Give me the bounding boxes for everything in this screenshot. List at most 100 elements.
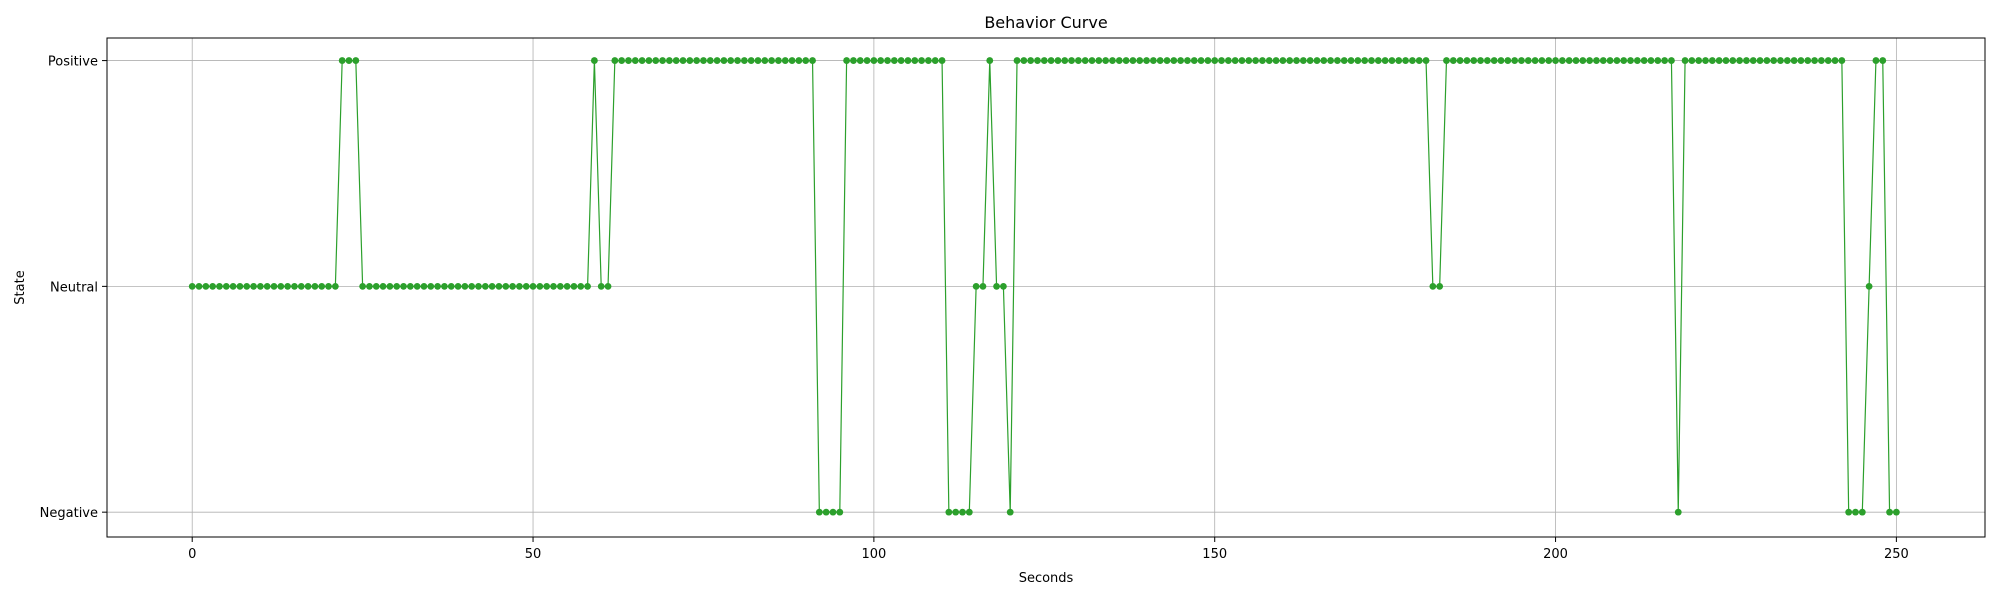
data-point xyxy=(672,57,680,64)
data-point xyxy=(461,282,469,290)
data-point xyxy=(720,57,728,64)
data-point xyxy=(338,57,346,64)
data-point xyxy=(1688,57,1696,64)
data-point xyxy=(1497,57,1505,64)
data-point xyxy=(1204,57,1212,64)
data-point xyxy=(638,57,646,64)
data-point xyxy=(884,57,891,64)
data-point xyxy=(1722,57,1730,64)
data-point xyxy=(1299,57,1307,64)
data-point xyxy=(331,282,339,290)
data-point xyxy=(713,57,721,64)
data-point xyxy=(250,282,257,290)
data-point xyxy=(931,57,939,64)
data-point xyxy=(1149,57,1157,64)
data-point xyxy=(938,57,946,64)
data-point xyxy=(1409,57,1416,64)
data-point xyxy=(870,57,878,64)
data-point xyxy=(495,282,503,290)
data-point xyxy=(291,282,298,290)
data-point xyxy=(1531,57,1539,64)
data-point xyxy=(993,282,1000,290)
data-point xyxy=(406,282,414,290)
data-point xyxy=(1558,57,1566,64)
data-point xyxy=(1040,57,1048,64)
data-point xyxy=(1668,57,1675,64)
data-point xyxy=(972,282,980,290)
data-point xyxy=(1852,508,1859,516)
data-point xyxy=(1456,57,1464,64)
data-point xyxy=(1661,57,1669,64)
data-point xyxy=(1627,57,1634,64)
data-point xyxy=(1538,57,1546,64)
x-axis-label: Seconds xyxy=(1019,571,1074,586)
data-point xyxy=(1197,57,1205,64)
data-point xyxy=(502,282,510,290)
data-point xyxy=(1818,57,1825,64)
data-point xyxy=(1858,508,1866,516)
data-point xyxy=(543,282,551,290)
chart-title: Behavior Curve xyxy=(984,13,1107,32)
data-point xyxy=(1599,57,1607,64)
data-point xyxy=(256,282,264,290)
data-point xyxy=(761,57,769,64)
data-point xyxy=(1027,57,1035,64)
data-point xyxy=(1388,57,1396,64)
data-point xyxy=(1211,57,1219,64)
data-point xyxy=(1545,57,1553,64)
data-point xyxy=(1115,57,1123,64)
data-point xyxy=(1327,57,1334,64)
x-tick-label: 50 xyxy=(525,547,542,562)
data-point xyxy=(236,282,244,290)
data-point xyxy=(1136,57,1144,64)
data-point xyxy=(1006,508,1014,516)
data-point xyxy=(1593,57,1600,64)
data-point xyxy=(1177,57,1185,64)
data-point xyxy=(1490,57,1498,64)
data-point xyxy=(563,282,571,290)
data-point xyxy=(1790,57,1798,64)
data-point xyxy=(1122,57,1130,64)
data-point xyxy=(659,57,666,64)
data-point xyxy=(1606,57,1614,64)
data-point xyxy=(1892,508,1900,516)
data-point xyxy=(1572,57,1580,64)
data-point xyxy=(1647,57,1655,64)
data-point xyxy=(1770,57,1778,64)
data-point xyxy=(986,57,994,64)
data-point xyxy=(1374,57,1382,64)
data-point xyxy=(352,57,360,64)
data-point xyxy=(1804,57,1812,64)
data-point xyxy=(693,57,701,64)
data-point xyxy=(706,57,714,64)
data-point xyxy=(877,57,885,64)
data-point xyxy=(1511,57,1519,64)
data-point xyxy=(1095,57,1103,64)
data-point xyxy=(815,508,823,516)
data-point xyxy=(468,282,476,290)
data-point xyxy=(1013,57,1021,64)
data-point xyxy=(747,57,755,64)
data-point xyxy=(284,282,292,290)
data-point xyxy=(1586,57,1594,64)
data-point xyxy=(1811,57,1818,64)
data-point xyxy=(1729,57,1737,64)
data-point xyxy=(1838,57,1846,64)
data-point xyxy=(1361,57,1369,64)
data-point xyxy=(447,282,455,290)
data-point xyxy=(1340,57,1348,64)
data-point xyxy=(1524,57,1532,64)
data-point xyxy=(768,57,776,64)
tick-layer: 0 50 100 150 200 250 Negative Neutral Positive xyxy=(40,55,1909,562)
data-point xyxy=(1272,57,1280,64)
data-point xyxy=(631,57,639,64)
data-point xyxy=(577,282,585,290)
data-point xyxy=(325,282,332,290)
data-point xyxy=(222,282,230,290)
data-point xyxy=(1245,57,1253,64)
data-point xyxy=(836,508,844,516)
data-point xyxy=(1000,282,1007,290)
data-point xyxy=(1872,57,1880,64)
data-point xyxy=(1429,282,1437,290)
